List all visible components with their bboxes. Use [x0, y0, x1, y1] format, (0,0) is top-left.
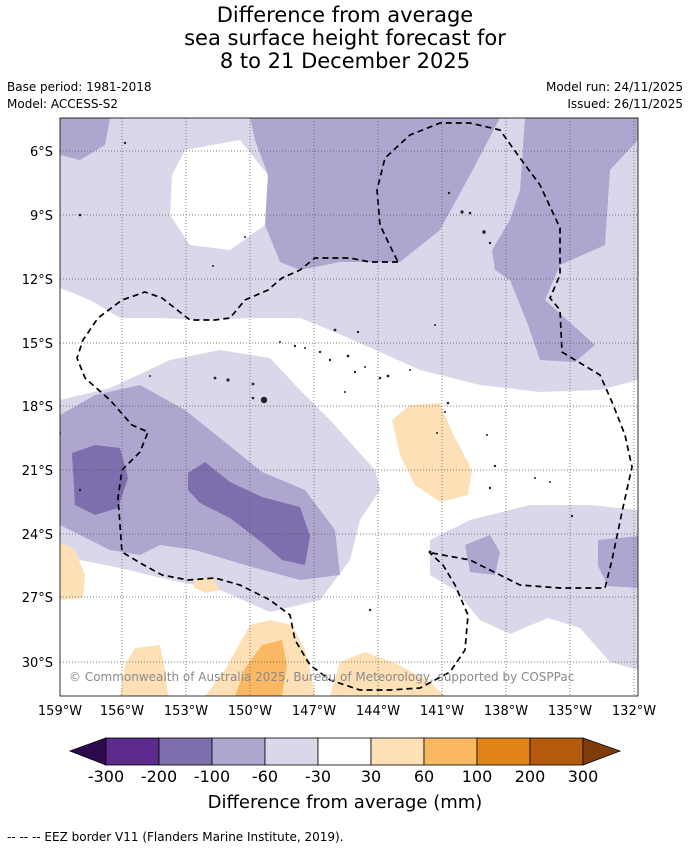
model-run: Model run: 24/11/2025	[545, 80, 683, 94]
colorbar-title: Difference from average (mm)	[207, 792, 483, 813]
eez-borders	[76, 122, 633, 691]
colorbar-extend-low	[68, 737, 107, 766]
title-line-2: sea surface height forecast for	[184, 26, 506, 50]
eez-border-cook-islands	[76, 257, 469, 691]
colorbar-swatch	[264, 737, 319, 766]
issued-date: Issued: 26/11/2025	[567, 97, 683, 111]
anomaly-region-mid-purple	[465, 535, 500, 575]
colorbar-swatch	[370, 737, 425, 766]
anomaly-region-light-purple	[170, 140, 268, 250]
title-line-3: 8 to 21 December 2025	[219, 49, 471, 73]
colorbar-tick: -30	[305, 767, 331, 786]
colorbar-extend-high	[582, 737, 622, 766]
lon-label: 150°W	[228, 704, 272, 719]
colorbar-tick: 30	[361, 767, 381, 786]
anomaly-region-light-orange	[330, 652, 445, 696]
island-markers	[60, 141, 574, 612]
eez-legend-note: -- -- -- EEZ border V11 (Flanders Marine…	[7, 830, 344, 844]
colorbar-swatch	[476, 737, 531, 766]
lat-label: 21°S	[22, 464, 53, 479]
lon-label: 147°W	[292, 704, 336, 719]
lon-label: 135°W	[548, 704, 592, 719]
eez-border-french-polynesia	[376, 122, 633, 589]
colorbar-tick: 300	[568, 767, 599, 786]
lon-label: 141°W	[420, 704, 464, 719]
gridlines	[60, 118, 638, 696]
colorbar-ticks: -300 -200 -100 -60 -30 30 60 100 200 300	[88, 767, 598, 786]
anomaly-region-dark-purple	[188, 462, 310, 565]
model-name: Model: ACCESS-S2	[7, 97, 119, 111]
lon-label: 132°W	[612, 704, 656, 719]
meta-left: Base period: 1981-2018 Model: ACCESS-S2	[7, 79, 152, 113]
colorbar-tick: -100	[194, 767, 230, 786]
anomaly-region-mid-purple	[60, 118, 110, 160]
longitude-labels: 159°W 156°W 153°W 150°W 147°W 144°W 141°…	[38, 704, 656, 719]
colorbar	[68, 737, 622, 766]
latitude-labels: 6°S 9°S 12°S 15°S 18°S 21°S 24°S 27°S 30…	[22, 145, 53, 671]
meta-right: Model run: 24/11/2025 Issued: 26/11/2025	[546, 79, 683, 113]
lat-label: 24°S	[22, 528, 53, 543]
lon-label: 144°W	[356, 704, 400, 719]
anomaly-region-dark-purple	[72, 445, 128, 515]
colorbar-swatch	[317, 737, 372, 766]
lon-label: 138°W	[484, 704, 528, 719]
lat-label: 18°S	[22, 400, 53, 415]
colorbar-tick: 200	[515, 767, 546, 786]
lat-label: 15°S	[22, 337, 53, 352]
lat-label: 9°S	[30, 209, 53, 224]
lat-label: 6°S	[30, 145, 53, 160]
base-period: Base period: 1981-2018	[7, 80, 152, 94]
title-line-1: Difference from average	[216, 3, 474, 27]
anomaly-region-mid-purple	[492, 118, 638, 362]
anomaly-region-mid-purple	[250, 118, 500, 270]
lon-label: 156°W	[100, 704, 144, 719]
colorbar-tick: 60	[414, 767, 434, 786]
lat-label: 30°S	[22, 656, 53, 671]
anomaly-region-light-orange	[392, 403, 472, 502]
map-frame	[59, 117, 639, 697]
anomaly-region-light-orange	[194, 577, 220, 593]
anomaly-field	[60, 118, 638, 696]
colorbar-swatch	[158, 737, 213, 766]
anomaly-region-light-orange	[60, 542, 85, 600]
colorbar-swatch	[423, 737, 478, 766]
colorbar-tick: 100	[462, 767, 493, 786]
copyright-text: © Commonwealth of Australia 2025, Bureau…	[69, 670, 574, 684]
anomaly-region-light-orange	[120, 645, 168, 696]
colorbar-swatch	[529, 737, 584, 766]
map-title: Difference from average sea surface heig…	[0, 4, 690, 73]
lat-label: 27°S	[22, 591, 53, 606]
anomaly-region-mid-orange	[235, 640, 287, 696]
lon-label: 153°W	[164, 704, 208, 719]
lon-label: 159°W	[38, 704, 82, 719]
colorbar-swatch	[105, 737, 160, 766]
colorbar-tick: -60	[252, 767, 278, 786]
colorbar-tick: -300	[88, 767, 124, 786]
colorbar-swatch	[211, 737, 266, 766]
lat-label: 12°S	[22, 273, 53, 288]
colorbar-tick: -200	[141, 767, 177, 786]
